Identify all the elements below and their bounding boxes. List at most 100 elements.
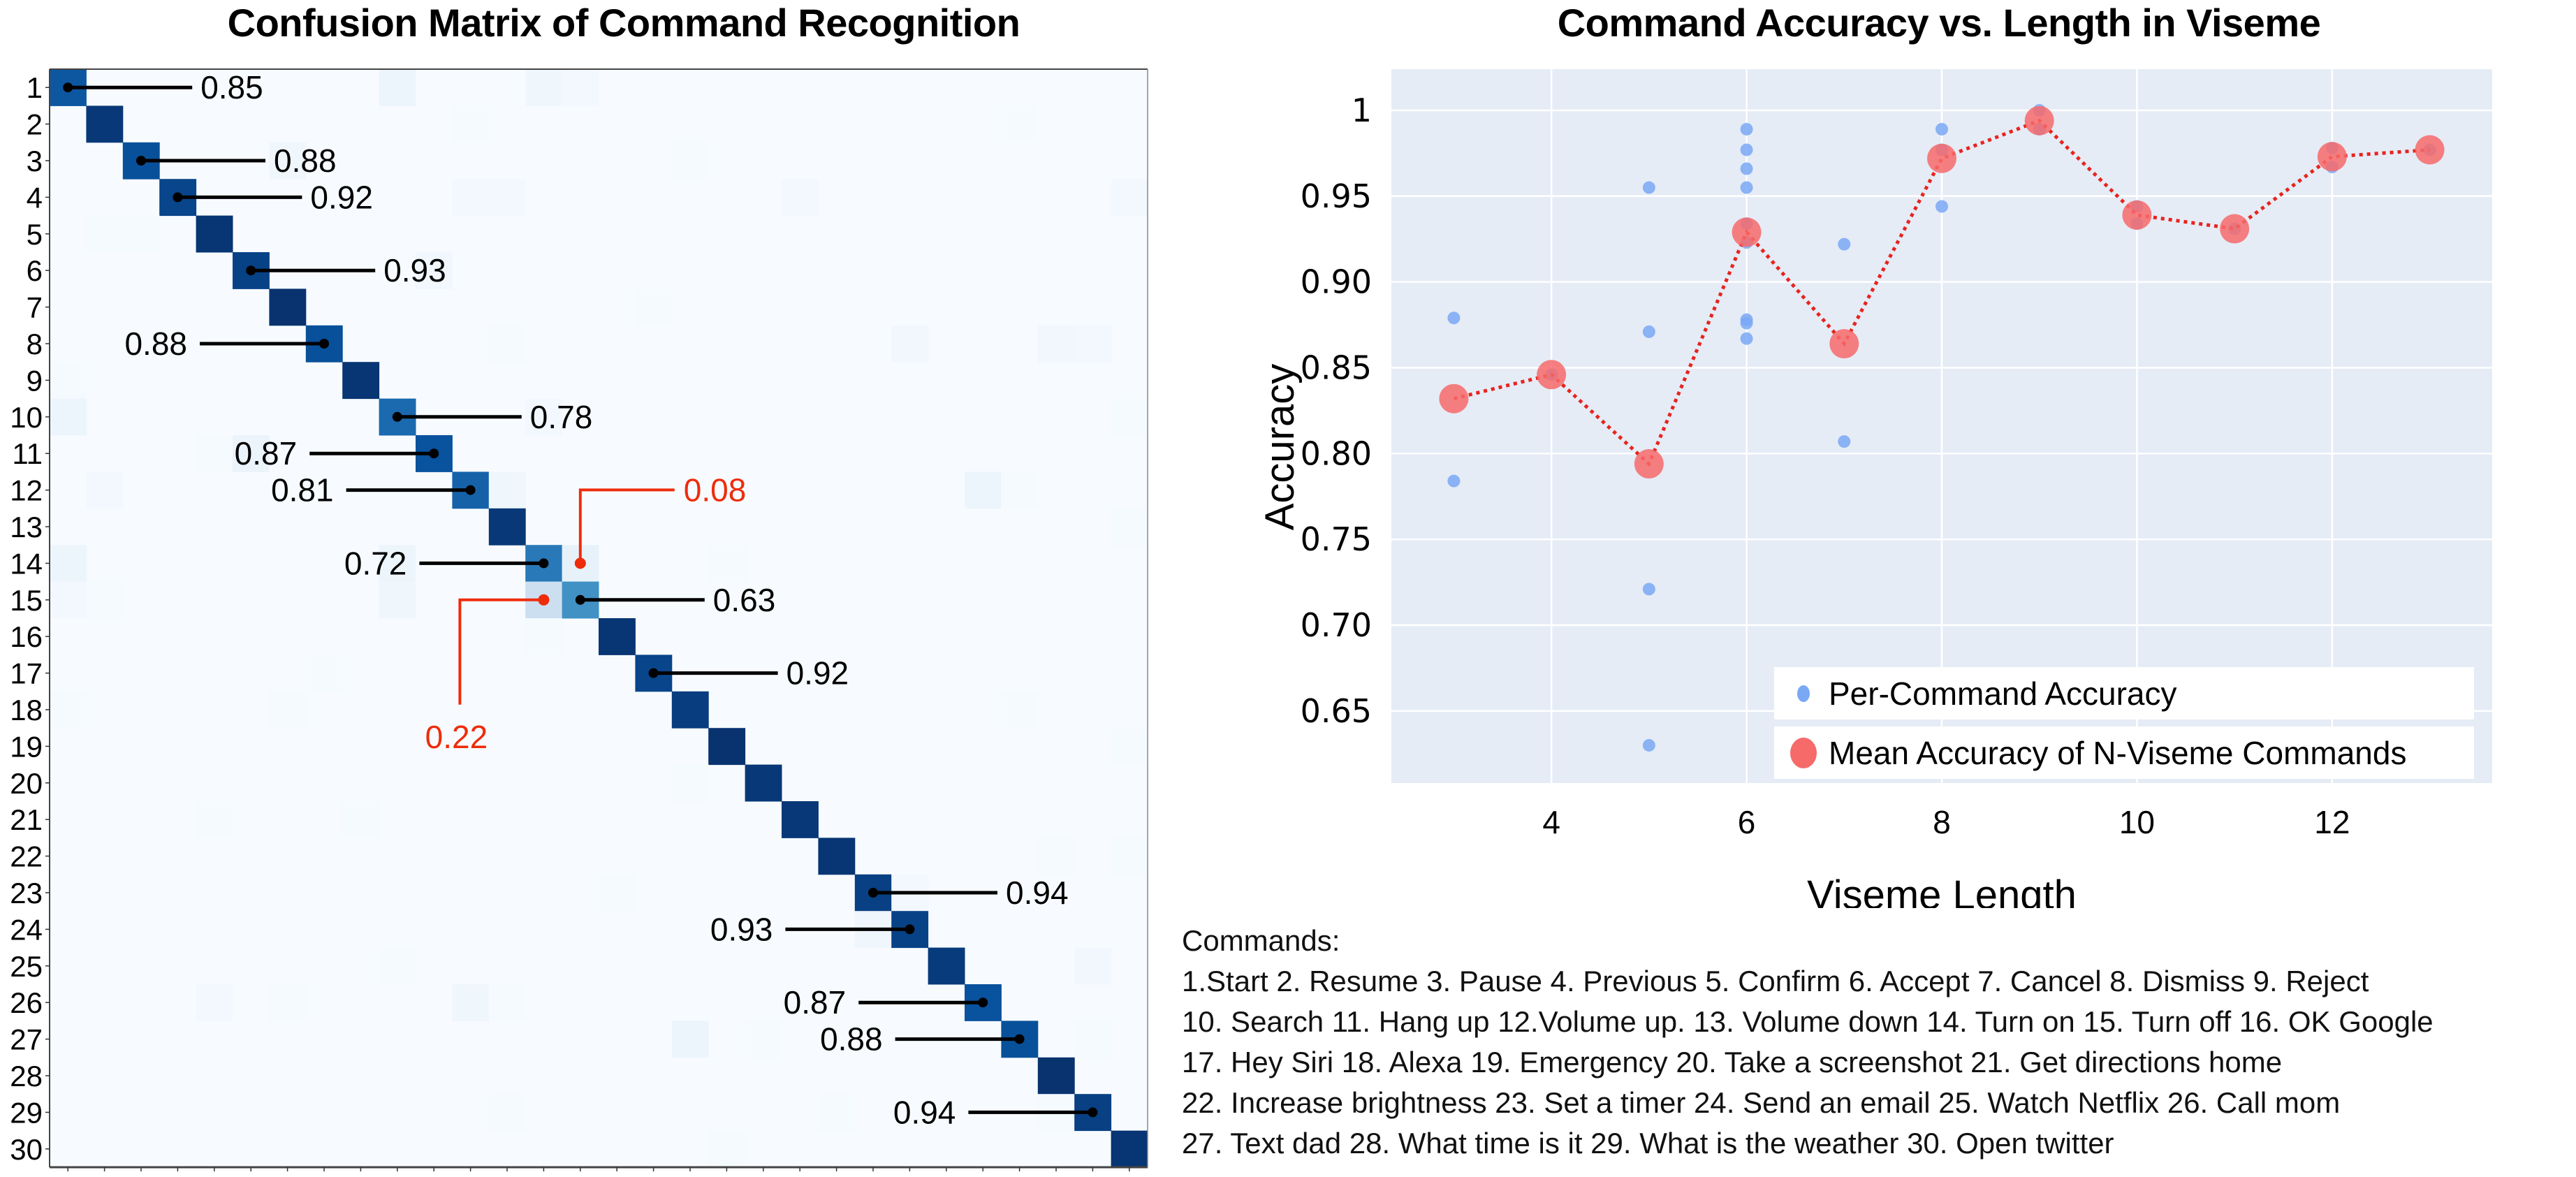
matrix-cell [671, 142, 709, 180]
matrix-cell [1074, 947, 1112, 985]
annotation-leader-line [458, 598, 544, 705]
matrix-cell [1074, 325, 1112, 363]
matrix-cell [50, 545, 87, 583]
row-label: 11 [12, 437, 43, 470]
annotation-dot [246, 265, 256, 276]
confusion-matrix: 1234567891011121314151617181920212223242… [10, 68, 1148, 1171]
annotation-dot [136, 156, 146, 166]
row-label: 5 [27, 218, 43, 251]
commands-line: 17. Hey Siri 18. Alexa 19. Emergency 20.… [1182, 1046, 2283, 1079]
y-tick-label: 0.90 [1301, 263, 1372, 301]
row-label: 20 [10, 767, 43, 800]
mean-accuracy-marker [2317, 142, 2347, 172]
y-axis-label: Accuracy [1257, 364, 1303, 531]
matrix-cell [452, 105, 490, 143]
row-label: 16 [10, 620, 43, 653]
mean-accuracy-marker [1537, 360, 1567, 390]
annotation-label: 0.72 [344, 545, 407, 581]
commands-line: 1.Start 2. Resume 3. Pause 4. Previous 5… [1182, 965, 2369, 997]
row-label: 26 [10, 986, 43, 1019]
matrix-cell [708, 545, 746, 583]
matrix-cell [50, 581, 87, 619]
mean-accuracy-marker [1732, 217, 1762, 247]
mean-accuracy-marker [1439, 383, 1469, 414]
matrix-cell [818, 838, 856, 875]
matrix-cell [196, 984, 233, 1021]
matrix-cell [635, 288, 673, 326]
annotation-label: 0.93 [710, 911, 773, 947]
matrix-cell [745, 764, 782, 802]
legend-label-mean: Mean Accuracy of N-Viseme Commands [1829, 735, 2406, 771]
matrix-cell [1001, 105, 1039, 143]
matrix-cell [671, 691, 709, 729]
annotation-dot [173, 192, 183, 203]
annotation-dot [429, 448, 439, 459]
matrix-cell [1111, 1130, 1148, 1168]
matrix-cell [1037, 1057, 1075, 1095]
matrix-cell [122, 215, 160, 253]
per-command-point [1838, 435, 1851, 448]
matrix-cell [488, 471, 526, 509]
annotation-label: 0.87 [784, 984, 847, 1021]
matrix-cell [1111, 838, 1148, 875]
matrix-cell [928, 947, 965, 985]
row-label: 19 [10, 730, 43, 763]
per-command-point [1740, 162, 1753, 175]
annotation-label: 0.81 [271, 472, 334, 509]
matrix-cell [379, 69, 416, 106]
annotation-label: 0.92 [786, 655, 849, 692]
matrix-cell [965, 471, 1002, 509]
matrix-cell [671, 764, 709, 802]
matrix-cell [599, 618, 636, 655]
annotation-dot [319, 339, 329, 349]
mean-accuracy-marker [1634, 449, 1664, 479]
y-tick-label: 0.95 [1301, 177, 1372, 215]
matrix-cell [196, 215, 233, 253]
confusion-matrix-title: Confusion Matrix of Command Recognition [227, 1, 1020, 45]
per-command-point [1740, 181, 1753, 194]
matrix-cell [1111, 508, 1148, 546]
annotation-dot [465, 485, 476, 495]
x-tick-label: 4 [1542, 804, 1560, 840]
matrix-cell [488, 508, 526, 546]
legend-box-per-command [1774, 667, 2474, 719]
y-tick-label: 0.80 [1301, 434, 1372, 472]
x-tick-label: 12 [2314, 804, 2350, 840]
annotation-dot [539, 558, 549, 569]
per-command-point [1935, 122, 1948, 136]
row-label: 22 [10, 840, 43, 873]
annotation-label: 0.78 [530, 399, 593, 435]
row-label: 15 [10, 584, 43, 617]
row-label: 17 [10, 657, 43, 690]
annotation-dot [905, 924, 915, 935]
matrix-cell [269, 984, 307, 1021]
per-command-point [1642, 583, 1655, 596]
matrix-cell [196, 435, 233, 472]
annotation-label: 0.88 [820, 1021, 883, 1058]
matrix-cell [1111, 179, 1148, 217]
matrix-cell [416, 252, 453, 289]
mean-accuracy-marker [1829, 329, 1859, 359]
commands-legend: Commands: 1.Start 2. Resume 3. Pause 4. … [1182, 921, 2434, 1164]
matrix-cell [379, 581, 416, 619]
matrix-cell [86, 581, 124, 619]
matrix-cell [233, 435, 270, 472]
row-label: 18 [10, 694, 43, 726]
row-label: 23 [10, 877, 43, 909]
commands-line: 27. Text dad 28. What time is it 29. Wha… [1182, 1127, 2114, 1160]
matrix-cell [488, 179, 526, 217]
annotation-label: 0.22 [425, 719, 488, 755]
row-label: 1 [27, 71, 43, 104]
annotation-dot [575, 594, 585, 605]
row-label: 13 [10, 511, 43, 543]
legend-marker-per-command [1797, 685, 1810, 702]
row-label: 6 [27, 254, 43, 287]
per-command-point [1740, 332, 1753, 345]
matrix-cell [818, 1094, 856, 1132]
mean-accuracy-marker [2220, 214, 2250, 244]
matrix-cell [1074, 1021, 1112, 1058]
matrix-cell [745, 1021, 782, 1058]
x-tick-label: 10 [2119, 804, 2155, 840]
matrix-cell [379, 947, 416, 985]
matrix-cell [782, 801, 819, 838]
